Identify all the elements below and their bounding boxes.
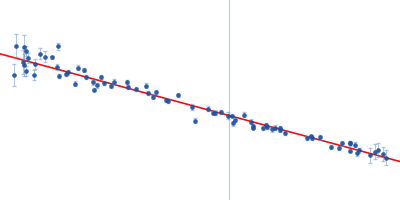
- Point: [13, 44, 20, 47]
- Point: [81, 69, 88, 72]
- Point: [277, 126, 283, 129]
- Point: [309, 136, 315, 139]
- Point: [150, 95, 156, 98]
- Point: [93, 84, 100, 87]
- Point: [91, 88, 97, 91]
- Point: [317, 136, 324, 139]
- Point: [262, 123, 269, 127]
- Point: [212, 111, 219, 114]
- Point: [224, 114, 231, 117]
- Point: [23, 50, 29, 53]
- Point: [163, 98, 169, 102]
- Point: [10, 73, 17, 76]
- Point: [23, 70, 29, 73]
- Point: [375, 148, 381, 151]
- Point: [133, 87, 140, 90]
- Point: [98, 75, 104, 79]
- Point: [89, 81, 96, 84]
- Point: [304, 136, 310, 140]
- Point: [175, 93, 182, 97]
- Point: [328, 145, 334, 149]
- Point: [123, 80, 130, 83]
- Point: [210, 111, 216, 114]
- Point: [250, 126, 256, 129]
- Point: [143, 84, 149, 87]
- Point: [42, 55, 48, 58]
- Point: [192, 119, 198, 122]
- Point: [250, 124, 256, 127]
- Point: [277, 129, 284, 132]
- Point: [282, 131, 288, 134]
- Point: [25, 56, 31, 60]
- Point: [229, 114, 236, 117]
- Point: [269, 128, 276, 131]
- Point: [346, 149, 353, 152]
- Point: [64, 71, 71, 74]
- Point: [82, 75, 89, 78]
- Point: [31, 73, 37, 77]
- Point: [372, 150, 378, 153]
- Point: [188, 105, 195, 109]
- Point: [165, 100, 171, 103]
- Point: [101, 81, 107, 85]
- Point: [54, 65, 61, 69]
- Point: [339, 142, 346, 145]
- Point: [37, 52, 44, 55]
- Point: [336, 146, 342, 149]
- Point: [125, 85, 132, 89]
- Point: [32, 63, 38, 66]
- Point: [347, 142, 354, 145]
- Point: [54, 44, 61, 48]
- Point: [55, 74, 62, 78]
- Point: [218, 110, 224, 113]
- Point: [382, 156, 389, 159]
- Point: [20, 60, 26, 64]
- Point: [308, 135, 314, 138]
- Point: [240, 113, 247, 116]
- Point: [352, 143, 358, 146]
- Point: [49, 56, 55, 59]
- Point: [205, 107, 211, 110]
- Point: [107, 84, 114, 87]
- Point: [260, 127, 267, 130]
- Point: [354, 151, 360, 155]
- Point: [72, 82, 78, 86]
- Point: [346, 142, 353, 145]
- Point: [367, 154, 374, 157]
- Point: [75, 66, 81, 69]
- Point: [153, 91, 159, 94]
- Point: [232, 119, 238, 122]
- Point: [21, 63, 27, 67]
- Point: [63, 73, 69, 76]
- Point: [380, 152, 386, 156]
- Point: [145, 91, 152, 94]
- Point: [21, 45, 27, 48]
- Point: [264, 126, 270, 129]
- Point: [272, 126, 278, 129]
- Point: [356, 149, 362, 152]
- Point: [111, 80, 118, 84]
- Point: [248, 120, 254, 123]
- Point: [229, 122, 236, 125]
